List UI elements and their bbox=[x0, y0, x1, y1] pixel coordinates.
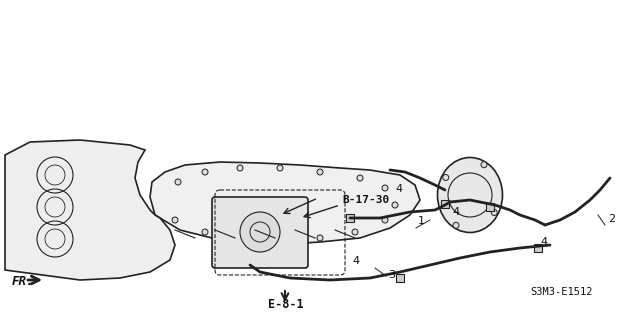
Circle shape bbox=[240, 212, 280, 252]
Text: 1: 1 bbox=[418, 216, 425, 226]
Bar bbox=[486, 203, 494, 211]
Circle shape bbox=[202, 229, 208, 235]
Circle shape bbox=[277, 237, 283, 243]
Circle shape bbox=[317, 235, 323, 241]
Ellipse shape bbox=[438, 158, 502, 233]
Circle shape bbox=[317, 169, 323, 175]
Text: B-17-30: B-17-30 bbox=[342, 195, 389, 205]
Bar bbox=[534, 244, 542, 252]
Circle shape bbox=[392, 202, 398, 208]
Circle shape bbox=[492, 210, 497, 216]
Circle shape bbox=[202, 169, 208, 175]
Text: E-8-1: E-8-1 bbox=[268, 298, 303, 311]
Circle shape bbox=[277, 165, 283, 171]
Circle shape bbox=[357, 175, 363, 181]
Bar bbox=[346, 214, 354, 222]
Text: 4: 4 bbox=[540, 237, 547, 247]
Text: 4: 4 bbox=[395, 184, 402, 194]
Text: 4: 4 bbox=[352, 256, 359, 266]
Circle shape bbox=[172, 217, 178, 223]
Bar bbox=[441, 200, 449, 208]
Circle shape bbox=[352, 229, 358, 235]
Circle shape bbox=[481, 162, 487, 168]
Circle shape bbox=[443, 174, 449, 181]
Circle shape bbox=[382, 185, 388, 191]
Polygon shape bbox=[5, 140, 175, 280]
Text: 3: 3 bbox=[388, 270, 395, 280]
FancyBboxPatch shape bbox=[212, 197, 308, 268]
Text: S3M3-E1512: S3M3-E1512 bbox=[530, 287, 593, 297]
Circle shape bbox=[453, 222, 459, 228]
Circle shape bbox=[175, 179, 181, 185]
Circle shape bbox=[382, 217, 388, 223]
Bar bbox=[396, 274, 404, 282]
Text: FR.: FR. bbox=[12, 275, 35, 288]
Polygon shape bbox=[150, 162, 420, 245]
Text: 2: 2 bbox=[608, 214, 615, 224]
Circle shape bbox=[237, 165, 243, 171]
Text: 4: 4 bbox=[452, 207, 459, 217]
Circle shape bbox=[237, 235, 243, 241]
